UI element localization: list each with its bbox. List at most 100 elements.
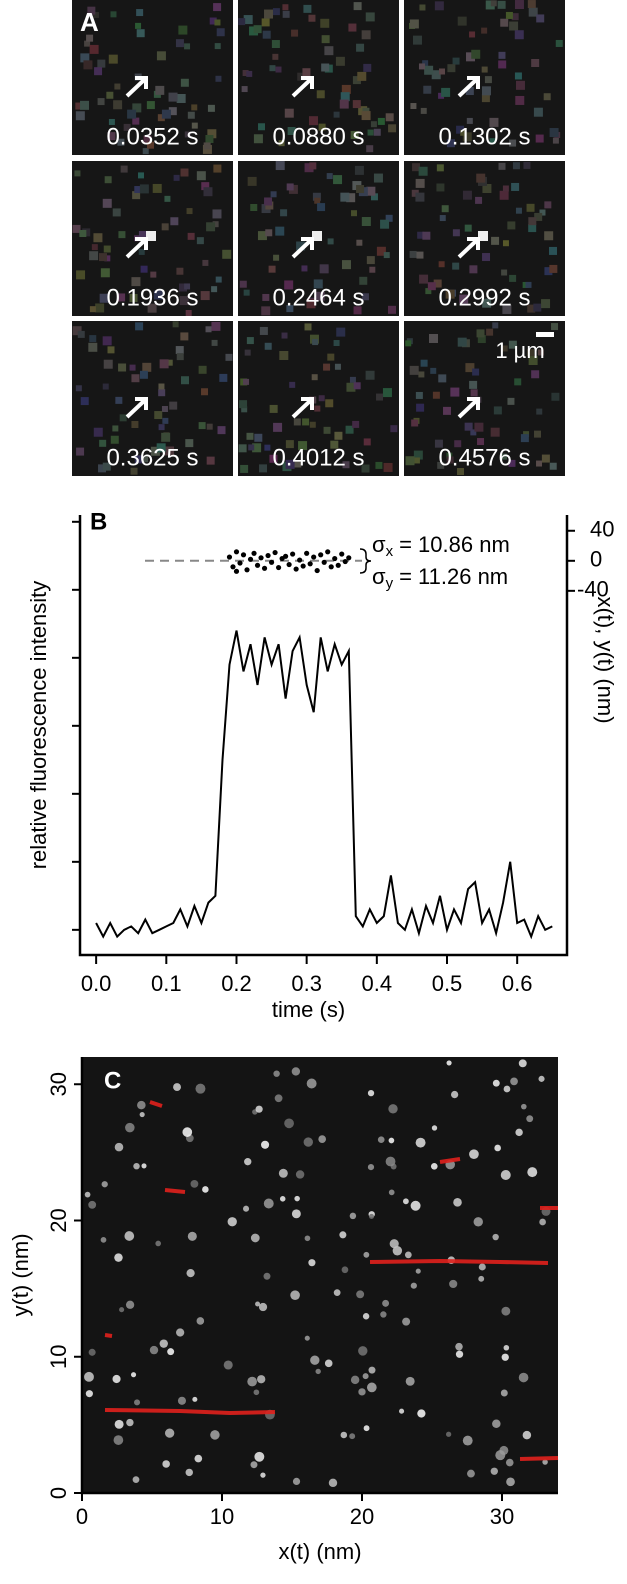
pixel-noise [327, 353, 335, 361]
pixel-noise [321, 63, 330, 72]
pixel-noise [340, 192, 350, 202]
pixel-noise [250, 203, 258, 211]
pixel-noise [464, 422, 473, 431]
speckle [362, 1373, 369, 1380]
image [82, 1057, 558, 1493]
pixel-noise [469, 265, 478, 274]
pixel-noise [211, 339, 218, 346]
pixel-noise [113, 100, 123, 110]
pixel-noise [552, 137, 559, 144]
pixel-noise [139, 184, 149, 194]
pixel-noise [476, 173, 486, 183]
pixel-noise [93, 233, 103, 243]
speckle [333, 1289, 341, 1296]
pixel-noise [471, 49, 481, 59]
speckle [380, 1311, 387, 1318]
speckle [202, 1186, 209, 1193]
speckle [349, 1433, 356, 1440]
pixel-noise [117, 293, 126, 302]
pixel-noise [146, 101, 155, 110]
pixel-noise [450, 387, 460, 397]
pixel-noise [254, 433, 263, 442]
pixel-noise [159, 359, 169, 369]
pixel-noise [356, 43, 365, 52]
speckle [137, 1100, 146, 1110]
pixel-noise [533, 107, 543, 117]
pixel-noise [340, 92, 350, 102]
pixel-noise [474, 422, 484, 432]
speckle [126, 1418, 134, 1427]
pixel-noise [430, 367, 437, 374]
pixel-noise [443, 406, 452, 415]
pixel-noise [162, 417, 169, 424]
position-point [346, 555, 352, 561]
speckle [503, 1085, 511, 1093]
annotation-text: = 11.26 nm [399, 564, 508, 589]
arrow [291, 76, 314, 98]
pixel-noise [466, 117, 473, 124]
sigma-annotation: σy = 11.26 nm [372, 564, 508, 592]
speckle [467, 1469, 475, 1478]
pixel-noise [410, 103, 417, 110]
x-axis-label: time (s) [272, 997, 345, 1022]
pixel-noise [520, 434, 529, 443]
pixel-noise [285, 440, 294, 449]
pixel-noise [213, 164, 222, 173]
pixel-noise [219, 373, 228, 382]
pixel-noise [436, 164, 444, 172]
position-point [332, 555, 338, 562]
pixel-noise [80, 397, 89, 406]
x-tick-label: 20 [350, 1504, 374, 1529]
pixel-noise [319, 264, 329, 274]
pixel-noise [537, 349, 544, 356]
pixel-noise [97, 59, 106, 68]
speckle [187, 1231, 197, 1241]
pixel-noise [172, 321, 179, 328]
speckle [510, 1077, 518, 1086]
pixel-noise [75, 102, 83, 110]
pixel-noise [275, 226, 285, 236]
pixel-noise [416, 403, 425, 412]
pixel-noise [514, 0, 524, 10]
pixel-noise [485, 0, 495, 10]
pixel-noise [123, 123, 131, 131]
pixel-noise [241, 406, 248, 413]
pixel-noise [415, 391, 423, 399]
speckle [304, 1335, 310, 1341]
pixel-noise [388, 305, 397, 314]
x-tick-label: 0.3 [291, 971, 322, 996]
speckle [155, 1240, 161, 1247]
pixel-noise [452, 57, 460, 65]
pixel-noise [87, 6, 96, 15]
pixel-noise [205, 134, 214, 143]
position-point [314, 567, 320, 574]
speckle [244, 1158, 252, 1166]
pixel-noise [409, 19, 419, 29]
speckle [255, 1301, 261, 1307]
frame-time: 0.3625 s [106, 444, 198, 471]
pixel-noise [161, 406, 168, 413]
pixel-noise [438, 261, 445, 268]
pixel-noise [114, 83, 121, 90]
pixel-noise [531, 370, 540, 379]
brace [359, 548, 372, 574]
pixel-noise [420, 107, 427, 114]
pixel-noise [243, 15, 253, 25]
pixel-noise [476, 329, 485, 338]
pixel-noise [498, 51, 506, 59]
speckle [261, 1140, 270, 1149]
track [164, 1188, 186, 1194]
speckle [254, 1451, 265, 1462]
speckle [292, 1477, 301, 1486]
speckle [176, 1328, 185, 1337]
position-point [237, 560, 243, 566]
pixel-noise [132, 191, 141, 200]
speckle [469, 1149, 479, 1160]
pixel-noise [312, 192, 321, 201]
arrow [457, 397, 480, 419]
pixel-noise [465, 87, 474, 96]
speckle [294, 1195, 300, 1202]
speckle [173, 1083, 181, 1092]
speckle [392, 1246, 403, 1256]
pixel-noise [511, 13, 519, 21]
